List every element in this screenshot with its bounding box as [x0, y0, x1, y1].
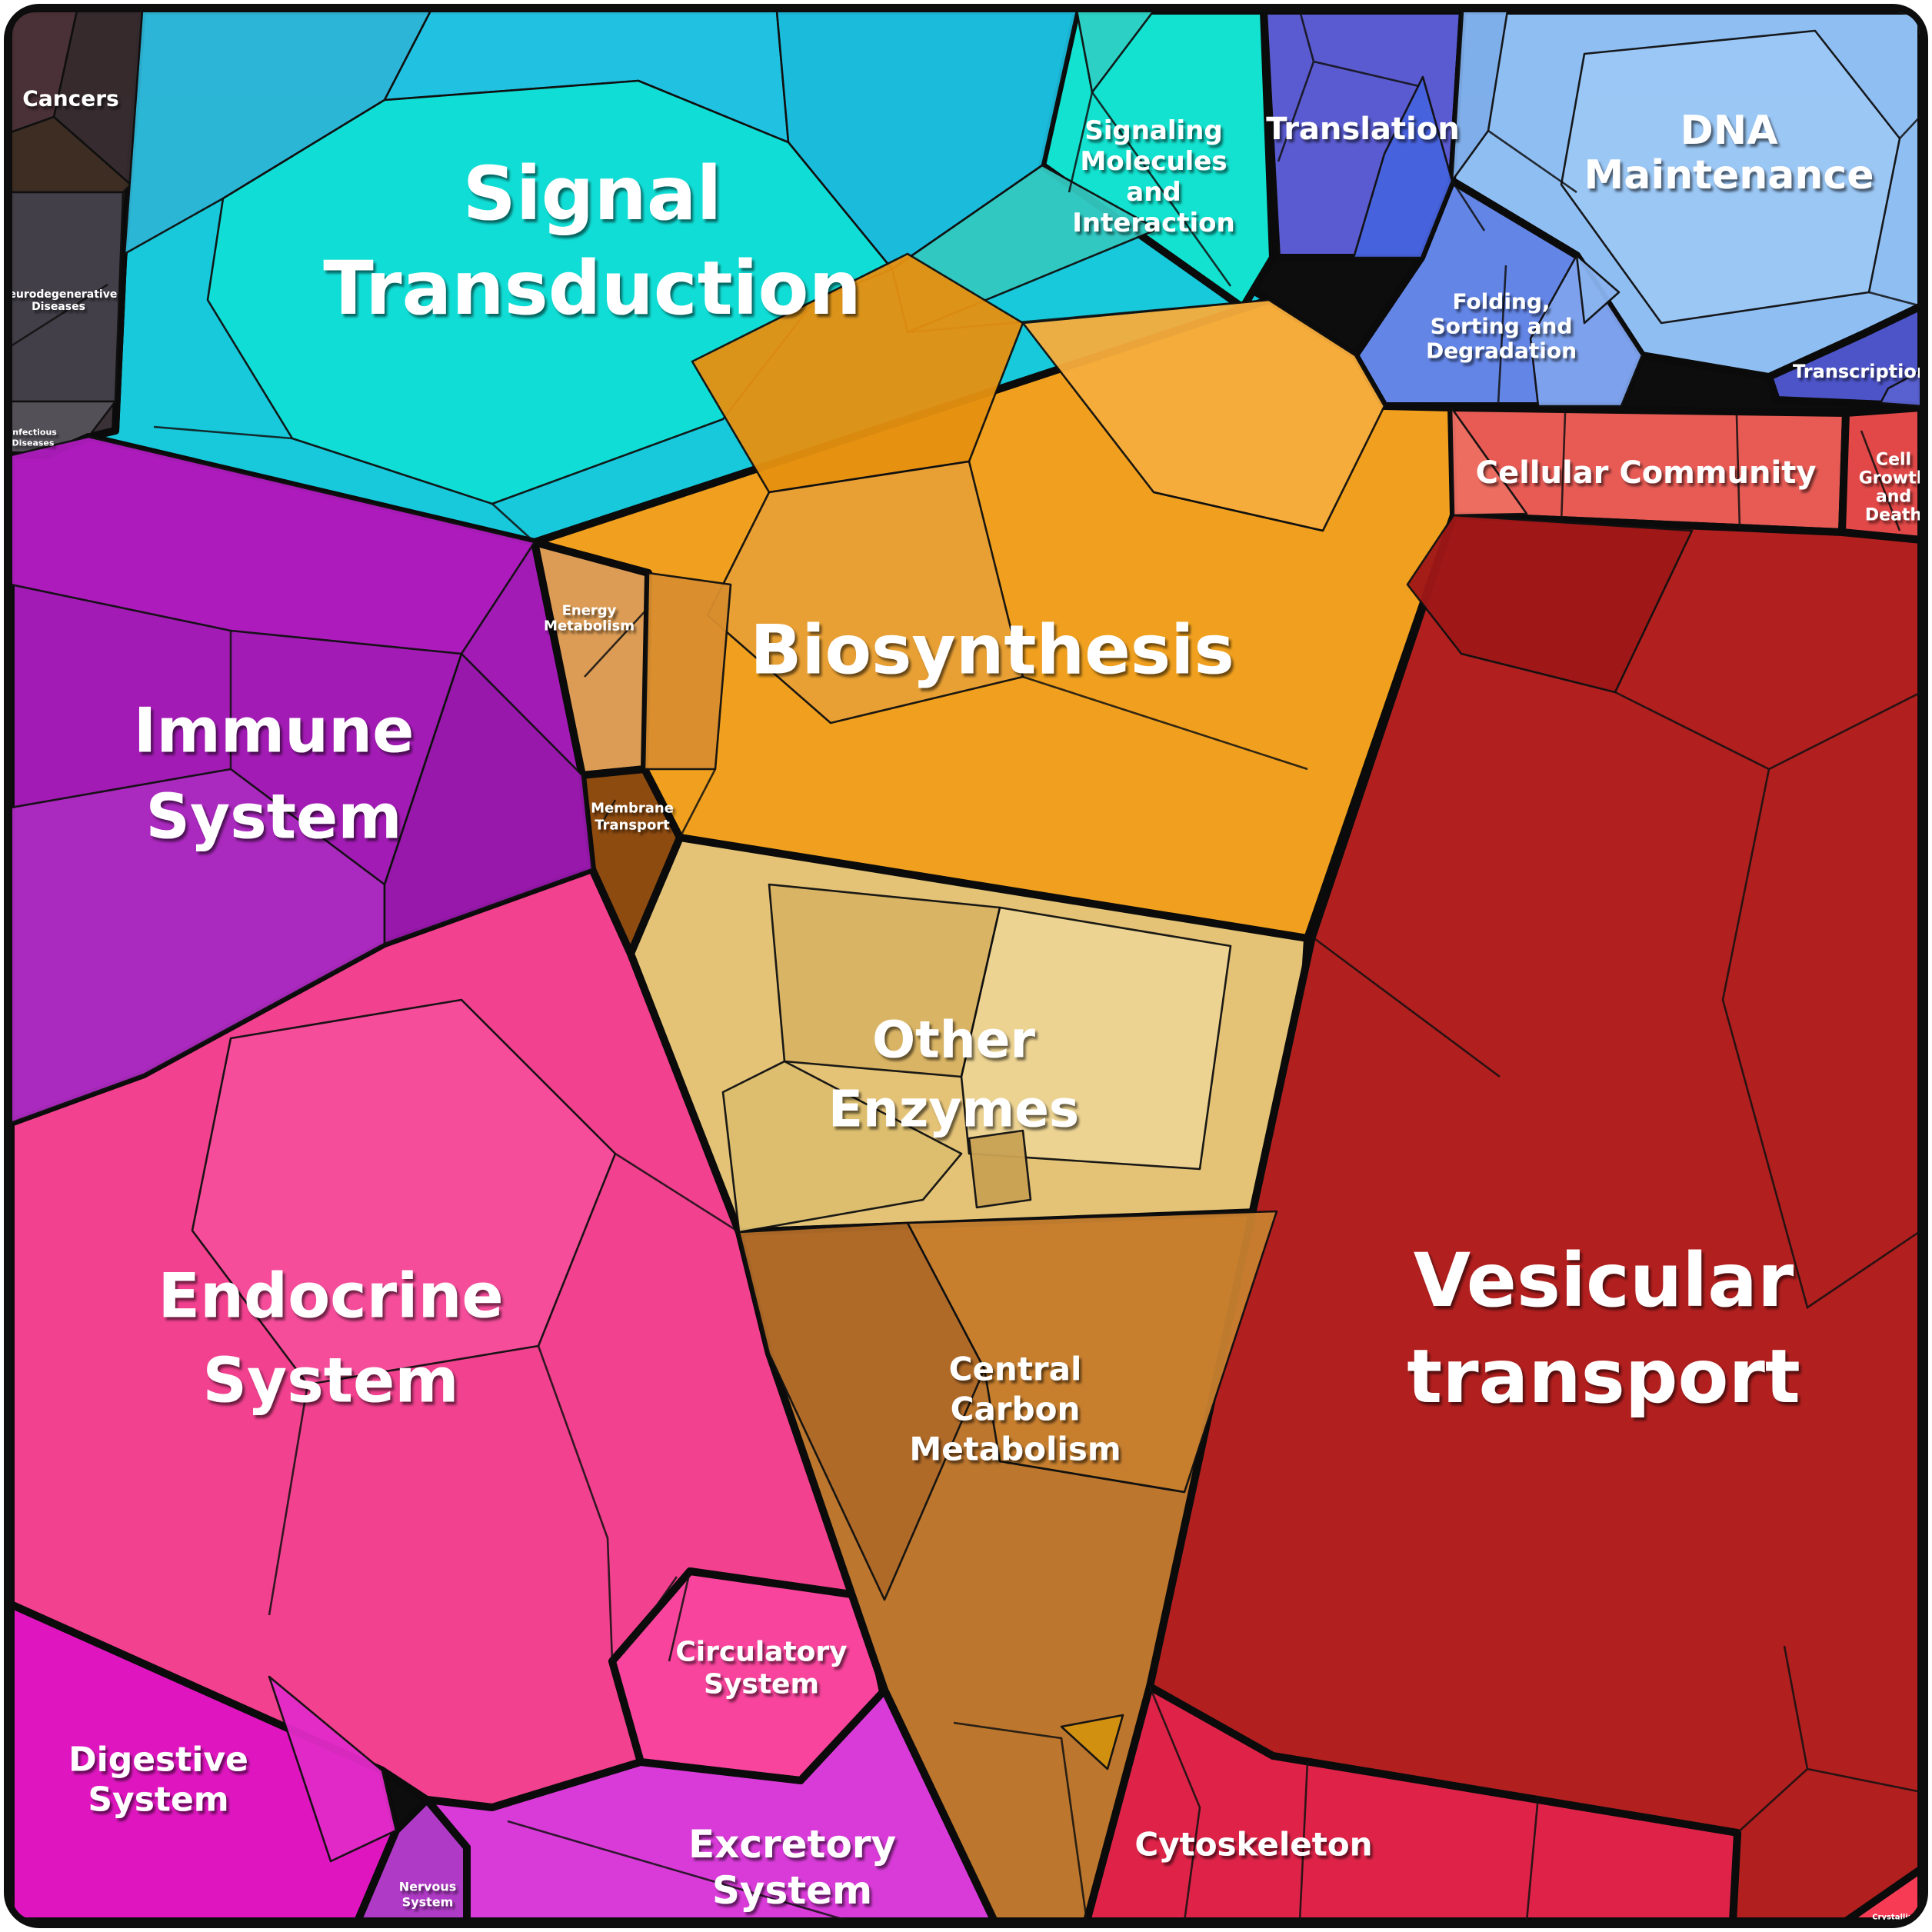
label-central-carbon: Carbon: [951, 1391, 1081, 1428]
label-other-enzymes: Other: [872, 1011, 1035, 1070]
label-other-enzymes: Enzymes: [828, 1080, 1079, 1139]
label-cell-growth-and-death: and: [1876, 488, 1911, 507]
label-circulatory-system: Circulatory: [675, 1637, 847, 1668]
label-vesicular-transport: Vesicular: [1414, 1237, 1794, 1324]
label-cancers: Cancers: [22, 86, 118, 112]
label-digestive-system: System: [88, 1780, 228, 1820]
label-energy-metabolism: Metabolism: [544, 618, 635, 635]
subcell-line: [12, 283, 108, 348]
region-cell-growth-and-death[interactable]: [1838, 404, 1921, 544]
label-translation: Translation: [1266, 112, 1459, 147]
treemap-cells: Signal Transduction Signaling Molecules …: [0, 12, 1930, 1922]
diseases-subcell: [12, 115, 132, 194]
label-excretory-system: System: [712, 1868, 872, 1913]
label-nervous-system: System: [402, 1895, 454, 1910]
label-transcription: Transcription: [1793, 361, 1930, 382]
label-signal-transduction: Signal: [463, 151, 722, 237]
label-signaling-molecules: Interaction: [1072, 208, 1235, 238]
label-digestive-system: Digestive: [68, 1740, 248, 1780]
label-excretory-system: Excretory: [688, 1822, 896, 1867]
label-cytoskeleton: Cytoskeleton: [1134, 1826, 1372, 1864]
label-signaling-molecules: Signaling: [1084, 115, 1222, 146]
label-infectious: Diseases: [12, 438, 55, 448]
subcell-texture: [12, 12, 1920, 1920]
region-nervous-system[interactable]: [354, 1796, 471, 1921]
label-biosynthesis: Biosynthesis: [750, 611, 1234, 690]
label-cell-growth-and-death: Cell: [1876, 451, 1911, 470]
label-dna-maintenance: DNA: [1681, 108, 1778, 154]
label-cell-growth-and-death: Growth: [1859, 469, 1929, 488]
region-cytoskeleton[interactable]: [1083, 1683, 1741, 1921]
label-dna-maintenance: Maintenance: [1584, 152, 1874, 198]
label-infectious: Infectious: [9, 428, 57, 438]
region-vesicular-transport[interactable]: [1146, 511, 1921, 1921]
label-membrane-transport: Transport: [595, 818, 670, 834]
label-neurodegenerative: Diseases: [32, 301, 85, 313]
region-transcription[interactable]: [1765, 302, 1921, 410]
label-central-carbon: Central: [949, 1351, 1082, 1388]
label-signaling-molecules: and: [1126, 177, 1181, 208]
label-circulatory-system: System: [704, 1669, 819, 1700]
label-folding-sorting-degradation: Sorting and: [1431, 314, 1573, 339]
region-labels: Signal Transduction Signaling Molecules …: [0, 86, 1930, 1922]
label-energy-metabolism: Energy: [562, 603, 617, 619]
label-nervous-system: Nervous: [399, 1880, 456, 1894]
label-neurodegenerative: Neurodegenerative: [0, 288, 117, 301]
label-vesicular-transport: transport: [1407, 1334, 1800, 1420]
label-immune-system: System: [145, 781, 401, 853]
label-cell-growth-and-death: Death: [1865, 506, 1922, 525]
label-folding-sorting-degradation: Degradation: [1426, 338, 1577, 364]
label-immune-system: Immune: [134, 695, 415, 767]
label-central-carbon: Metabolism: [909, 1431, 1121, 1468]
label-crystallins: Crystallins: [1872, 1914, 1918, 1922]
label-endocrine-system: Endocrine: [158, 1261, 503, 1332]
label-signal-transduction: Transduction: [323, 245, 861, 331]
label-cellular-community: Cellular Community: [1476, 455, 1817, 491]
label-signaling-molecules: Molecules: [1080, 146, 1227, 177]
label-endocrine-system: System: [202, 1345, 458, 1417]
label-membrane-transport: Membrane: [591, 801, 674, 817]
region-crystallins[interactable]: [1842, 1865, 1921, 1921]
label-folding-sorting-degradation: Folding,: [1452, 289, 1550, 315]
